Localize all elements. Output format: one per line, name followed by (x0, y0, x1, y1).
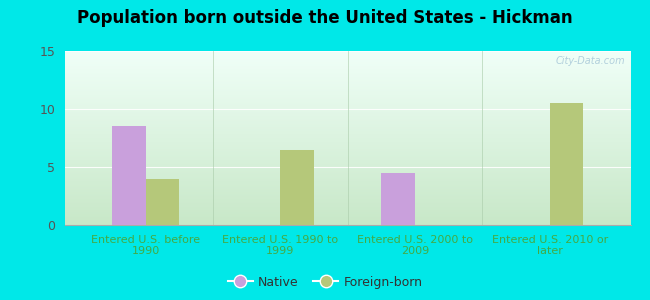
Text: Population born outside the United States - Hickman: Population born outside the United State… (77, 9, 573, 27)
Bar (112, 126, 146, 225)
Legend: Native, Foreign-born: Native, Foreign-born (223, 271, 427, 294)
Bar (280, 150, 314, 225)
Text: City-Data.com: City-Data.com (555, 56, 625, 66)
Bar (382, 173, 415, 225)
Bar (146, 178, 179, 225)
Bar (550, 103, 584, 225)
